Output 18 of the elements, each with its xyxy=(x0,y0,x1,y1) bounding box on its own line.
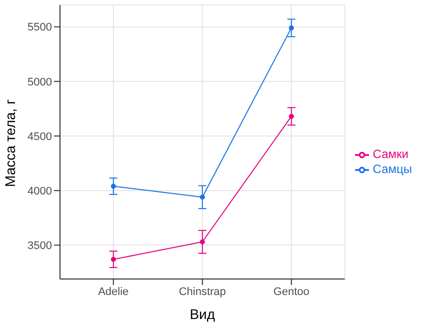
y-tick-label: 5500 xyxy=(28,22,52,34)
y-tick-label: 5000 xyxy=(28,76,52,88)
point xyxy=(200,194,205,200)
point xyxy=(288,114,294,119)
point xyxy=(110,184,116,189)
point xyxy=(200,239,205,244)
y-axis-title: Масса тела, г xyxy=(2,99,18,187)
legend-label: Самцы xyxy=(372,162,412,176)
y-tick-label: 4500 xyxy=(28,130,52,143)
x-tick-label: Chinstrap xyxy=(178,286,226,298)
point xyxy=(110,256,116,262)
y-tick-label: 3500 xyxy=(28,240,52,252)
legend-label: Самки xyxy=(372,147,408,162)
x-tick-label: Adelie xyxy=(98,286,129,298)
x-tick-label: Gentoo xyxy=(273,286,310,298)
point xyxy=(288,25,294,30)
y-tick-label: 4000 xyxy=(28,185,52,198)
x-axis-title: Вид xyxy=(190,306,216,322)
